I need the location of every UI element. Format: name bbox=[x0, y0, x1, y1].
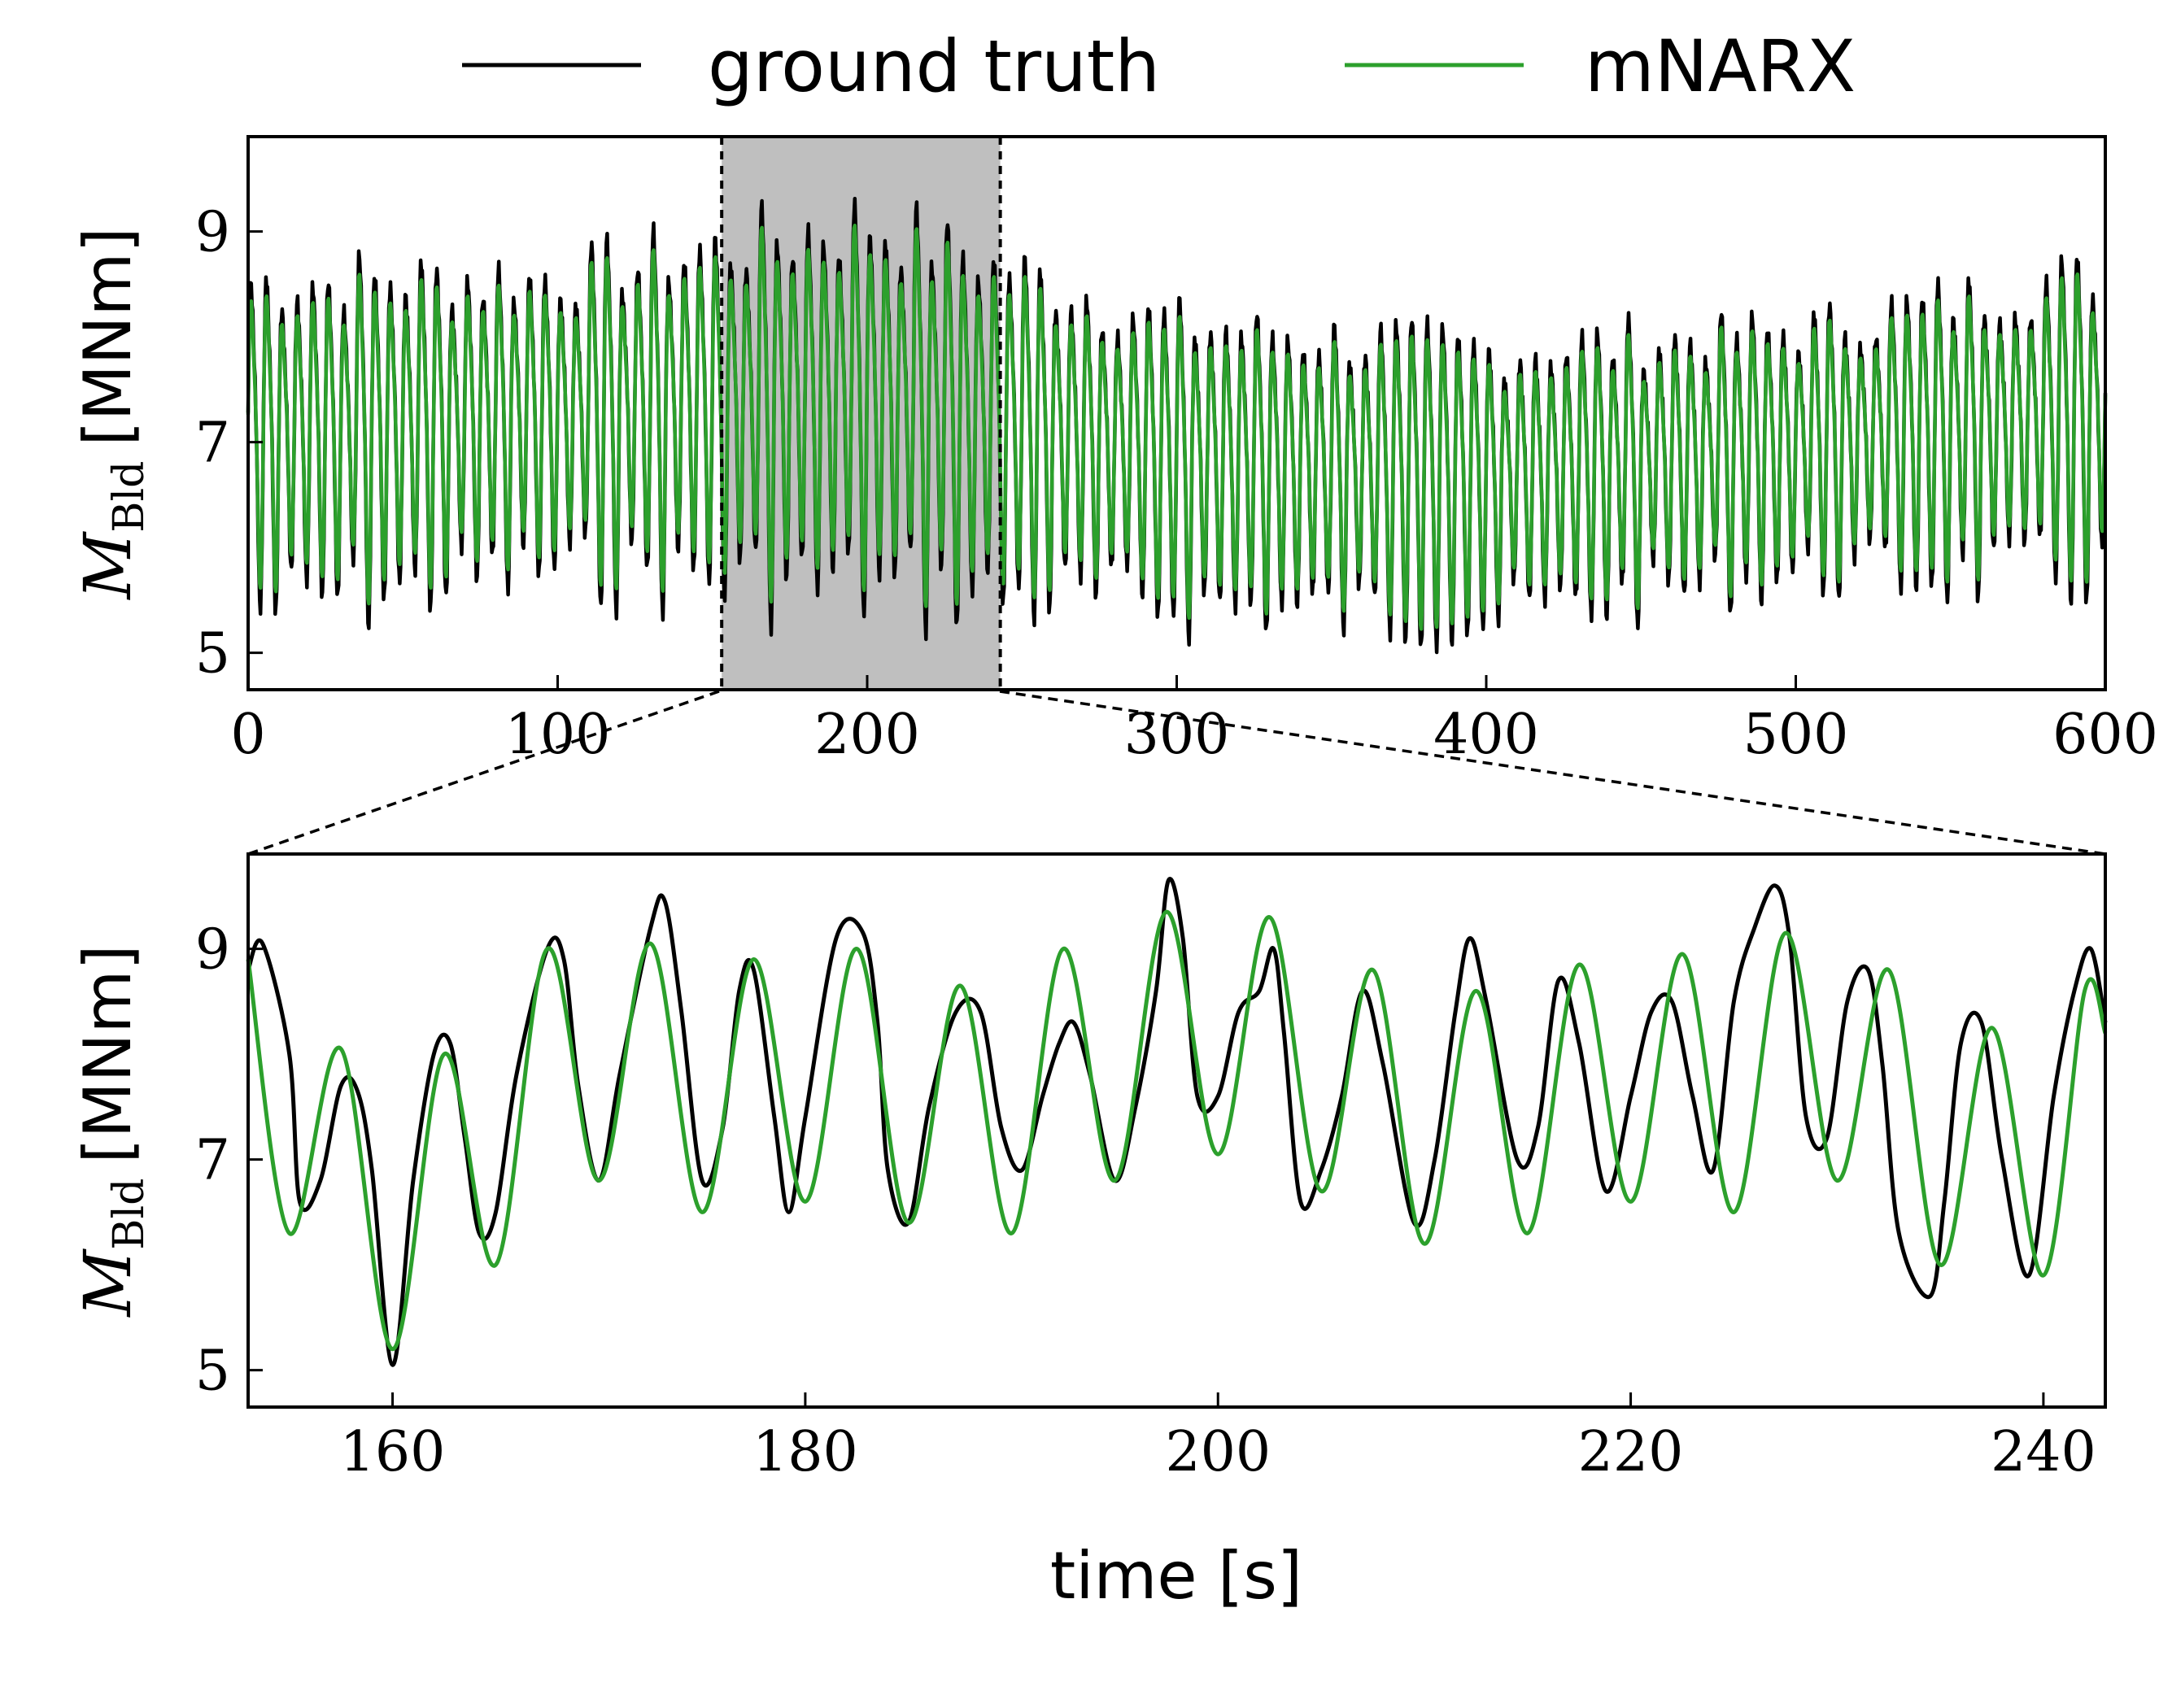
legend-label-ground-truth: ground truth bbox=[708, 24, 1160, 108]
zoom-y-tick-label: 9 bbox=[195, 918, 230, 983]
zoom-series-mnarx bbox=[246, 909, 2108, 1352]
overview-y-tick-label: 7 bbox=[195, 412, 230, 476]
overview-x-tick-label: 500 bbox=[1743, 703, 1849, 767]
overview-x-tick-label: 600 bbox=[2052, 703, 2158, 767]
overview-series-group bbox=[246, 196, 2108, 655]
overview-x-tick-label: 400 bbox=[1433, 703, 1539, 767]
zoom-x-tick-label: 160 bbox=[340, 1420, 446, 1484]
y-label-symbol: M bbox=[70, 1248, 146, 1318]
overview-y-tick-label: 5 bbox=[195, 622, 230, 686]
overview-x-tick-label: 0 bbox=[230, 703, 265, 767]
zoom-plot-frame bbox=[246, 852, 2107, 1409]
overview-y-axis-label: MBld [MNm] bbox=[70, 227, 154, 600]
zoom-connector-right bbox=[999, 690, 2106, 856]
zoom-x-tick-label: 240 bbox=[1991, 1420, 2096, 1484]
overview-y-ticks: 5 7 9 bbox=[195, 201, 263, 686]
zoom-connector-left bbox=[247, 690, 720, 856]
y-label-symbol: M bbox=[70, 531, 146, 601]
overview-y-tick-label: 9 bbox=[195, 201, 230, 265]
y-label-unit: [MNm] bbox=[70, 227, 146, 446]
zoom-panel: 160 180 200 220 240 5 7 9 MBld [MNm] time [s] bbox=[70, 852, 2108, 1614]
zoom-y-ticks: 5 7 9 bbox=[195, 918, 263, 1404]
legend: ground truth mNARX bbox=[462, 24, 1856, 108]
zoom-y-tick-label: 5 bbox=[195, 1340, 230, 1404]
overview-series-mnarx bbox=[246, 224, 2108, 631]
zoom-y-axis-label: MBld [MNm] bbox=[70, 944, 154, 1318]
y-label-subscript: Bld bbox=[105, 1179, 154, 1250]
zoom-x-tick-label: 220 bbox=[1578, 1420, 1684, 1484]
zoom-series-group bbox=[246, 877, 2108, 1367]
overview-panel: 0 100 200 300 400 500 600 579 MBld[MNm] bbox=[70, 135, 2158, 767]
zoom-x-tick-label: 180 bbox=[752, 1420, 858, 1484]
y-label-subscript: Bld bbox=[105, 461, 154, 533]
zoom-y-tick-label: 7 bbox=[195, 1129, 230, 1193]
y-label-unit: [MNm] bbox=[70, 944, 146, 1163]
zoom-series-ground-truth bbox=[246, 877, 2108, 1367]
legend-label-mnarx: mNARX bbox=[1585, 24, 1856, 108]
zoom-x-tick-label: 200 bbox=[1165, 1420, 1271, 1484]
zoom-x-ticks: 160 180 200 220 240 bbox=[340, 1392, 2096, 1484]
x-axis-title: time [s] bbox=[1050, 1538, 1302, 1614]
overview-x-ticks: 0 100 200 300 400 500 600 bbox=[230, 675, 2158, 767]
overview-x-tick-label: 200 bbox=[814, 703, 920, 767]
overview-x-tick-label: 300 bbox=[1124, 703, 1230, 767]
